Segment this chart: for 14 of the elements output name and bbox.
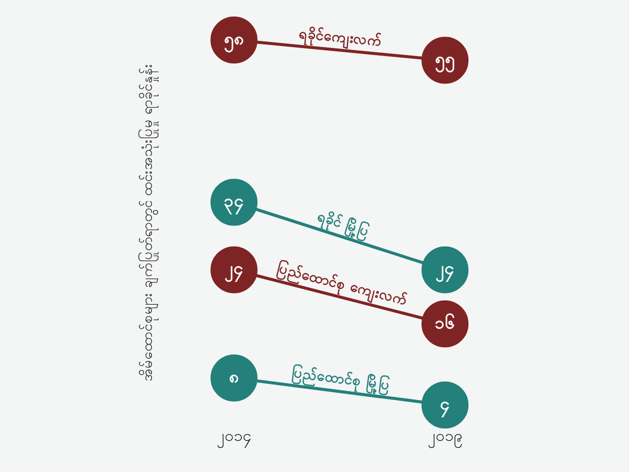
- x-tick-label: ၂၀၁၄: [216, 426, 252, 448]
- data-label: ၅၅: [435, 50, 455, 74]
- data-label: ၂၄: [436, 259, 454, 284]
- y-axis-title: အိမ်ထောင်စုများ ချက်ပြုတ်ရာတွင် ထင်းအသုံးပြုမှု ရာခိုင်နှုန်း: [139, 63, 158, 382]
- data-label: ၄: [440, 394, 450, 418]
- point: [422, 382, 468, 428]
- data-label: ၅၈: [224, 29, 244, 54]
- data-label: ၂၄: [224, 259, 244, 284]
- text: ရခိုင်ကျေးလက်: [298, 24, 384, 53]
- data-label: ၁၆: [435, 311, 455, 334]
- point: [210, 354, 258, 402]
- x-tick-label: ၂၀၁၉: [428, 426, 462, 448]
- data-label: ၈: [229, 367, 239, 388]
- data-label: ၃၄: [224, 192, 244, 216]
